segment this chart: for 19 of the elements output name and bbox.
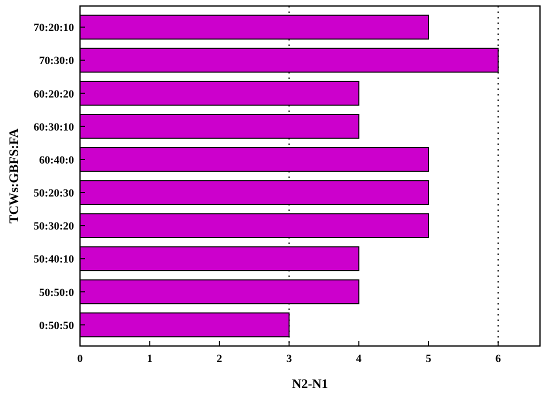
y-tick-label: 70:20:10 — [34, 22, 74, 34]
x-tick-label: 6 — [495, 353, 502, 365]
x-tick-label: 4 — [356, 353, 362, 365]
y-tick-label: 50:50:0 — [39, 286, 74, 299]
x-tick-label: 2 — [216, 353, 223, 365]
y-tick-label: 50:40:10 — [34, 254, 74, 266]
x-tick-label: 3 — [286, 353, 292, 365]
y-tick-label: 60:20:20 — [34, 88, 74, 100]
y-tick-label: 70:30:0 — [39, 55, 74, 68]
x-tick-label: 0 — [77, 353, 84, 365]
y-tick-label: 60:40:0 — [39, 154, 74, 166]
y-axis-title: TCWs:GBFS:FA — [6, 128, 21, 224]
y-tick-label: 50:20:30 — [34, 188, 74, 200]
x-tick-label: 1 — [146, 353, 152, 365]
y-tick-label: 0:50:50 — [39, 320, 74, 332]
y-tick-label: 50:30:20 — [34, 220, 74, 233]
x-tick-label: 5 — [426, 353, 432, 365]
y-tick-label: 60:30:10 — [34, 121, 74, 134]
x-axis-title: N2-N1 — [292, 376, 328, 391]
